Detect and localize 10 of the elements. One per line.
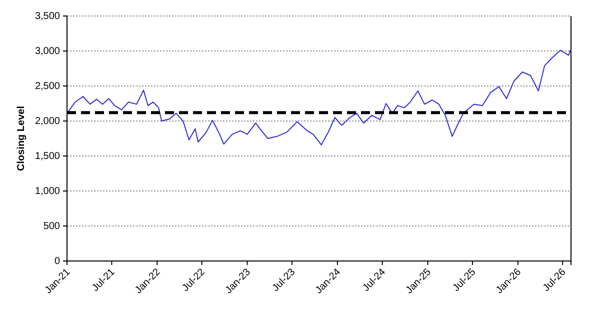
y-tick-label: 500 bbox=[43, 221, 60, 232]
y-tick-label: 1,500 bbox=[34, 151, 60, 162]
line-series bbox=[66, 48, 572, 146]
y-tick-label: 3,000 bbox=[34, 46, 60, 58]
y-tick-label: 3,500 bbox=[34, 11, 60, 22]
y-tick-label: 0 bbox=[54, 256, 60, 268]
y-tick-label: 1,000 bbox=[34, 186, 60, 198]
y-axis-title: Closing Level bbox=[16, 106, 27, 172]
y-tick-label: 2,500 bbox=[34, 81, 60, 92]
y-tick-label: 2,000 bbox=[34, 116, 60, 128]
